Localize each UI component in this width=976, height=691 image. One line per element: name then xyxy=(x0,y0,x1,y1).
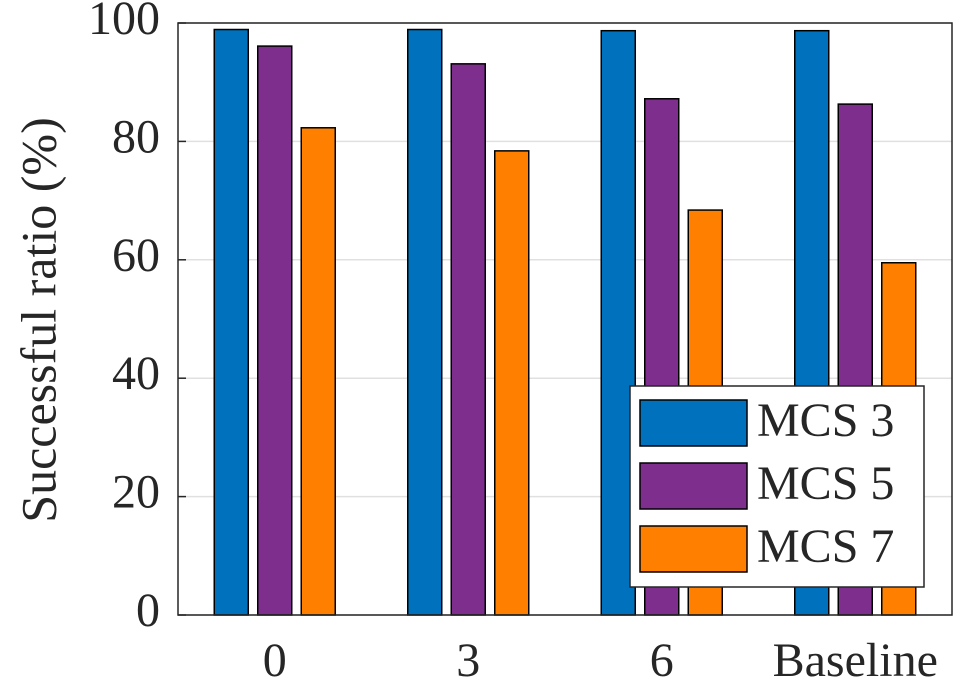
legend-swatch xyxy=(639,399,748,447)
y-tick-label: 80 xyxy=(112,110,160,163)
legend-swatch xyxy=(639,462,748,510)
x-tick-label: Baseline xyxy=(773,634,938,687)
y-tick-label: 40 xyxy=(112,347,160,400)
legend: MCS 3 MCS 5 MCS 7 xyxy=(629,385,925,588)
y-tick-label: 60 xyxy=(112,229,160,282)
bar xyxy=(257,45,293,616)
y-tick-label: 0 xyxy=(136,584,160,637)
legend-label: MCS 7 xyxy=(757,520,894,573)
x-tick-label: 6 xyxy=(650,634,674,687)
bar xyxy=(450,63,486,616)
y-tick-label: 20 xyxy=(112,466,160,519)
plot-frame xyxy=(177,22,953,616)
legend-label: MCS 3 xyxy=(757,394,894,447)
x-tick-label: 3 xyxy=(456,634,480,687)
bar xyxy=(213,28,249,616)
bar xyxy=(407,28,443,616)
legend-label: MCS 5 xyxy=(757,457,894,510)
y-tick-label: 100 xyxy=(88,0,160,45)
y-axis-label: Successful ratio (%) xyxy=(10,117,66,522)
bar xyxy=(494,150,530,616)
legend-swatch xyxy=(639,525,748,573)
x-tick-label: 0 xyxy=(263,634,287,687)
bar xyxy=(300,127,336,616)
